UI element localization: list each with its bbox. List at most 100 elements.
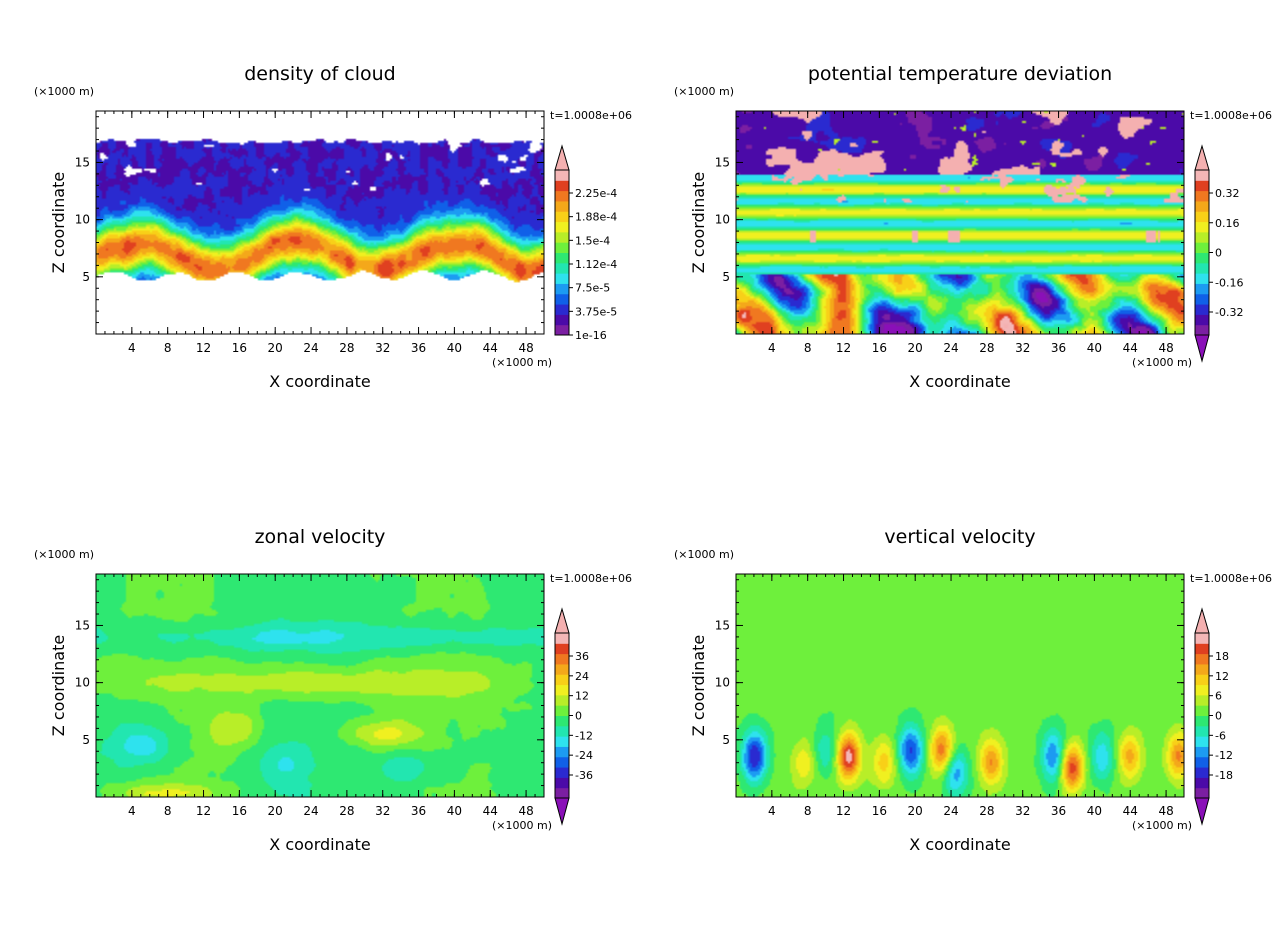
colorbar-label: -12 [575,729,593,742]
y-tick-label: 15 [715,618,730,632]
colorbar-under-arrow [1194,797,1210,826]
x-tick-label: 8 [164,341,172,355]
x-tick-label: 36 [411,804,426,818]
colorbar-swatch [1195,746,1209,758]
x-tick-label: 8 [804,804,812,818]
time-label: t=1.0008e+06 [1190,109,1272,122]
x-tick-label: 32 [1015,804,1030,818]
colorbar-swatch [555,694,569,706]
colorbar-swatch [1195,190,1209,202]
colorbar-swatch [1195,725,1209,737]
colorbar-swatch [1195,736,1209,747]
x-tick-label: 16 [232,804,247,818]
colorbar-label: 0 [1215,710,1222,723]
colorbar-label: -18 [1215,769,1233,782]
colorbar-swatch [555,725,569,737]
colorbar-label: 0 [575,710,582,723]
colorbar-swatch [1195,231,1209,243]
colorbar-over-arrow [1194,144,1210,171]
colorbar-swatch [1195,200,1209,212]
colorbar-swatch [555,170,569,181]
colorbar-label: 18 [1215,650,1229,663]
x-tick-label: 40 [1087,341,1102,355]
x-unit-label: (×1000 m) [1132,819,1192,832]
x-tick-label: 20 [908,341,923,355]
x-tick-label: 16 [872,341,887,355]
colorbar-swatch [555,663,569,675]
x-tick-label: 36 [1051,804,1066,818]
x-tick-label: 32 [375,804,390,818]
colorbar-swatch [1195,663,1209,675]
x-tick-label: 4 [768,341,776,355]
x-tick-label: 44 [483,804,498,818]
colorbar-swatch [1195,643,1209,655]
y-axis-label: Z coordinate [49,635,68,736]
x-tick-label: 28 [339,804,354,818]
x-tick-label: 12 [196,341,211,355]
colorbar: -0.32 -0.16 0 0.16 0.32 [1194,144,1243,363]
colorbar-swatch [555,767,569,778]
colorbar-swatch [555,242,569,253]
x-tick-label: 16 [872,804,887,818]
heatmap-field [736,111,1184,334]
colorbar-swatch [1195,633,1209,644]
y-unit-label: (×1000 m) [674,85,734,98]
y-tick-label: 5 [82,733,90,747]
colorbar-label: 24 [575,670,589,683]
colorbar-label: 12 [575,690,589,703]
colorbar-swatch [555,200,569,212]
x-tick-label: 48 [518,341,533,355]
chart-title: vertical velocity [884,526,1035,548]
x-tick-label: 48 [1158,804,1173,818]
colorbar-swatch [555,273,569,284]
x-axis-label: X coordinate [909,835,1010,854]
time-label: t=1.0008e+06 [550,572,632,585]
colorbar-label: 1.5e-4 [575,234,610,247]
x-axis-label: X coordinate [269,835,370,854]
x-tick-label: 24 [943,341,958,355]
y-tick-label: 5 [722,733,730,747]
colorbar-swatch [555,211,569,223]
colorbar-swatch [1195,787,1209,799]
x-tick-label: 40 [1087,804,1102,818]
x-tick-label: 36 [1051,341,1066,355]
x-tick-label: 12 [836,341,851,355]
chart-title: zonal velocity [255,526,386,548]
heatmap-field [96,111,544,334]
y-tick-label: 10 [715,676,730,690]
colorbar-under-arrow [554,797,570,826]
y-tick-label: 15 [75,618,90,632]
colorbar-swatch [1195,304,1209,315]
colorbar-label: 0.32 [1215,187,1240,200]
x-tick-label: 28 [979,341,994,355]
x-tick-label: 32 [1015,341,1030,355]
time-label: t=1.0008e+06 [550,109,632,122]
colorbar-label: 0 [1215,247,1222,260]
colorbar-swatch [555,324,569,336]
colorbar-swatch [555,633,569,644]
x-tick-label: 20 [268,341,283,355]
x-tick-label: 12 [836,804,851,818]
y-tick-label: 5 [82,270,90,284]
y-unit-label: (×1000 m) [34,548,94,561]
x-tick-label: 4 [128,341,136,355]
colorbar-label: -0.16 [1215,276,1243,289]
x-tick-label: 4 [768,804,776,818]
colorbar-swatch [555,304,569,315]
colorbar-swatch [1195,705,1209,716]
colorbar-label: 2.25e-4 [575,187,617,200]
colorbar-swatch [555,736,569,747]
colorbar-swatch [1195,715,1209,727]
colorbar-swatch [555,314,569,326]
colorbar-swatch [555,684,569,696]
x-tick-label: 8 [164,804,172,818]
x-tick-label: 44 [1123,804,1138,818]
x-tick-label: 32 [375,341,390,355]
y-tick-label: 5 [722,270,730,284]
colorbar-swatch [555,715,569,727]
chart-title: potential temperature deviation [808,63,1112,85]
chart-title: density of cloud [244,63,396,85]
colorbar-swatch [1195,684,1209,696]
